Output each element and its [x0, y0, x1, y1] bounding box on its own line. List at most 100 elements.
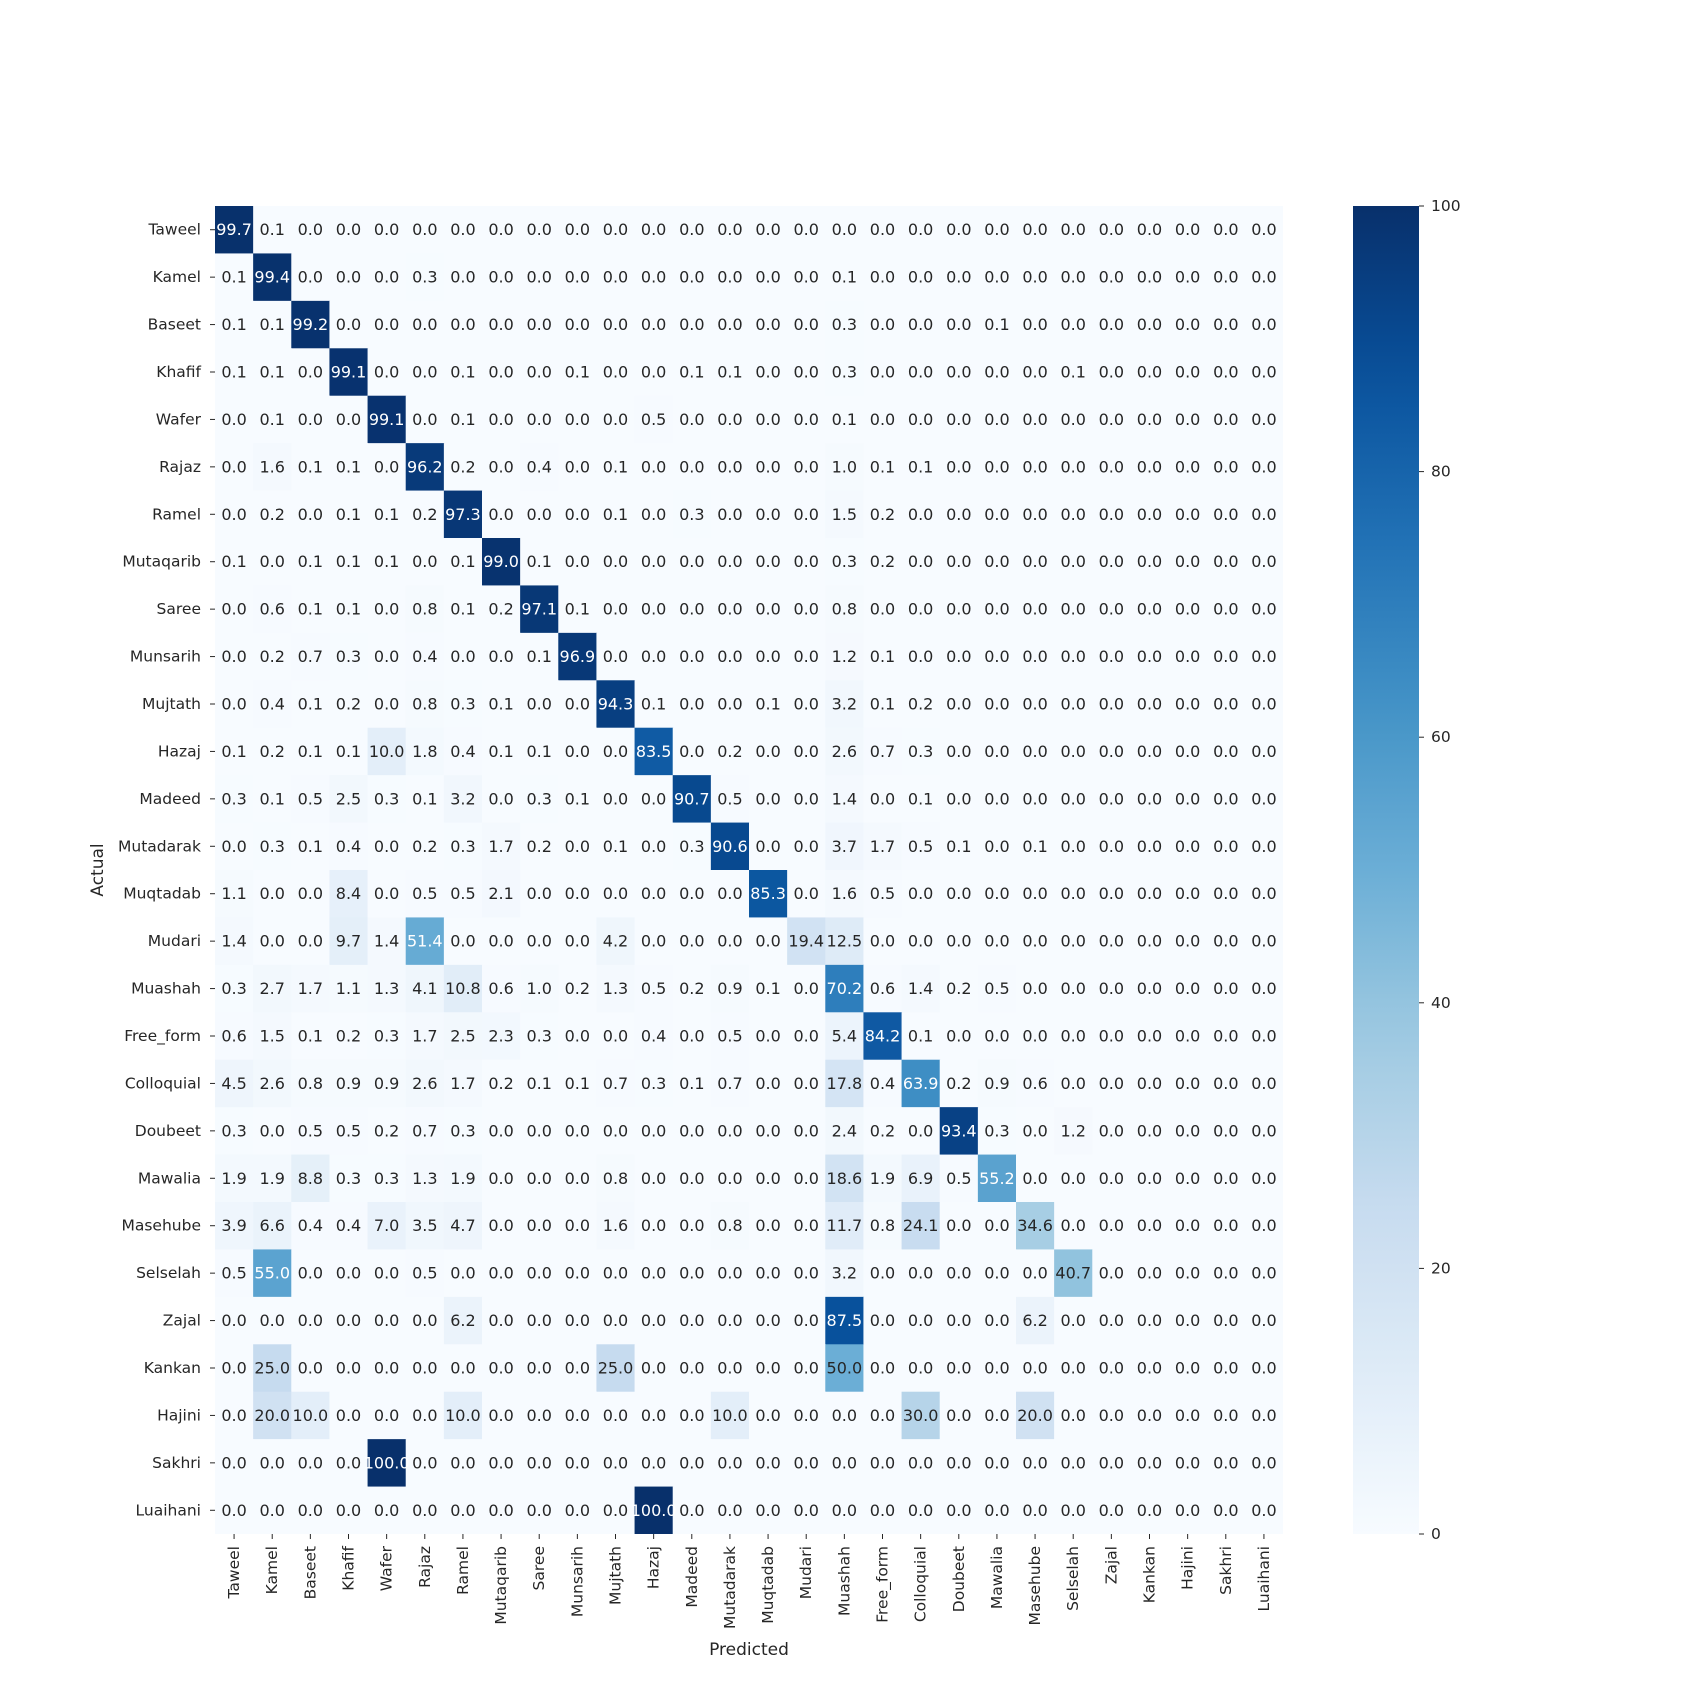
heatmap-cell: [329, 917, 369, 966]
heatmap-cell: [825, 1059, 865, 1108]
cell-value-label: 83.5: [636, 742, 672, 761]
cell-value-label: 0.0: [908, 1359, 933, 1378]
cell-value-label: 0.0: [1213, 742, 1238, 761]
cell-value-label: 0.3: [374, 1027, 399, 1046]
cell-value-label: 0.0: [1175, 1264, 1200, 1283]
heatmap-cell: [1244, 1391, 1283, 1440]
heatmap-cell: [825, 206, 865, 255]
cell-value-label: 4.2: [603, 932, 628, 951]
cell-value-label: 0.0: [793, 315, 818, 334]
cell-value-label: 0.0: [984, 1027, 1009, 1046]
heatmap-cell: [672, 1249, 712, 1298]
cell-value-label: 0.0: [1060, 220, 1085, 239]
heatmap-cell: [1168, 490, 1208, 539]
heatmap-cell: [1016, 1296, 1055, 1345]
heatmap-cell: [672, 443, 712, 492]
cell-value-label: 0.0: [793, 457, 818, 476]
heatmap-cell: [1016, 1202, 1055, 1251]
heatmap-cell: [1206, 300, 1246, 349]
cell-value-label: 0.0: [488, 1121, 513, 1140]
cell-value-label: 0.8: [870, 1216, 895, 1235]
heatmap-cell: [977, 1107, 1017, 1156]
heatmap-cell: [710, 964, 750, 1013]
heatmap-cell: [710, 1344, 750, 1393]
heatmap-cell: [558, 443, 598, 492]
heatmap-cell: [1130, 1486, 1170, 1534]
cell-value-label: 0.0: [1022, 1453, 1047, 1472]
cell-value-label: 0.0: [641, 932, 666, 951]
cell-value-label: 0.3: [450, 837, 475, 856]
heatmap-cell: [825, 822, 865, 871]
cell-value-label: 1.7: [450, 1074, 475, 1093]
heatmap-cell: [215, 348, 254, 397]
heatmap-cell: [443, 1249, 483, 1298]
cell-value-label: 0.0: [679, 1169, 704, 1188]
heatmap-cell: [901, 1059, 941, 1108]
heatmap-cell: [787, 1296, 826, 1345]
heatmap-cell: [901, 964, 941, 1013]
heatmap-cell: [672, 1012, 712, 1061]
cell-value-label: 0.0: [984, 600, 1009, 619]
cell-value-label: 0.1: [908, 457, 933, 476]
cell-value-label: 0.0: [641, 363, 666, 382]
heatmap-cell: [672, 538, 712, 587]
heatmap-cell: [672, 300, 712, 349]
cell-value-label: 0.0: [1099, 1453, 1124, 1472]
heatmap-cell: [253, 1154, 292, 1203]
heatmap-cell: [825, 1439, 865, 1488]
heatmap-cell: [634, 1202, 674, 1251]
cell-value-label: 1.4: [374, 932, 399, 951]
heatmap-cell: [787, 822, 826, 871]
heatmap-cell: [405, 964, 445, 1013]
cell-value-label: 0.0: [946, 1501, 971, 1520]
cell-value-label: 0.1: [870, 457, 895, 476]
cell-value-label: 0.0: [717, 1453, 742, 1472]
heatmap-cell: [749, 680, 788, 729]
cell-value-label: 0.0: [1137, 1027, 1162, 1046]
cell-value-label: 2.3: [488, 1027, 513, 1046]
cell-value-label: 0.0: [717, 1264, 742, 1283]
cell-value-label: 0.0: [908, 932, 933, 951]
heatmap-cell: [825, 870, 865, 919]
cell-value-label: 0.0: [1137, 1074, 1162, 1093]
cell-value-label: 97.3: [445, 505, 481, 524]
cell-value-label: 0.0: [1137, 837, 1162, 856]
cell-value-label: 18.6: [827, 1169, 863, 1188]
heatmap-cell: [215, 1249, 254, 1298]
heatmap-cell: [901, 538, 941, 587]
heatmap-cell: [443, 1296, 483, 1345]
cell-value-label: 0.0: [946, 1311, 971, 1330]
cell-value-label: 0.0: [793, 1027, 818, 1046]
cell-value-label: 0.0: [679, 552, 704, 571]
heatmap-cell: [1130, 1439, 1170, 1488]
heatmap-cell: [634, 870, 674, 919]
cell-value-label: 0.0: [1022, 1121, 1047, 1140]
heatmap-cell: [939, 1012, 979, 1061]
y-tick-label: Mutadarak: [118, 837, 201, 855]
cell-value-label: 0.0: [641, 1406, 666, 1425]
cell-value-label: 0.0: [1099, 837, 1124, 856]
x-axis-title: Predicted: [709, 1640, 789, 1660]
cell-value-label: 0.0: [488, 457, 513, 476]
cell-value-label: 0.3: [374, 1169, 399, 1188]
cell-value-label: 0.0: [1099, 552, 1124, 571]
cell-value-label: 0.0: [526, 1121, 551, 1140]
heatmap-cell: [1244, 253, 1283, 302]
cell-value-label: 0.0: [679, 647, 704, 666]
cell-value-label: 1.0: [526, 979, 551, 998]
heatmap-cell: [1092, 1296, 1132, 1345]
cell-value-label: 0.0: [298, 884, 323, 903]
cell-value-label: 0.0: [832, 1453, 857, 1472]
heatmap-cell: [443, 727, 483, 776]
cell-value-label: 1.4: [832, 789, 857, 808]
heatmap-cell: [215, 300, 254, 349]
heatmap-cell: [1130, 253, 1170, 302]
heatmap-cell: [253, 1202, 292, 1251]
cell-value-label: 0.0: [984, 457, 1009, 476]
cell-value-label: 0.0: [755, 932, 780, 951]
cell-value-label: 3.5: [412, 1216, 437, 1235]
heatmap-cell: [787, 585, 826, 634]
cell-value-label: 6.2: [450, 1311, 475, 1330]
heatmap-cell: [825, 395, 865, 444]
cell-value-label: 0.2: [450, 457, 475, 476]
